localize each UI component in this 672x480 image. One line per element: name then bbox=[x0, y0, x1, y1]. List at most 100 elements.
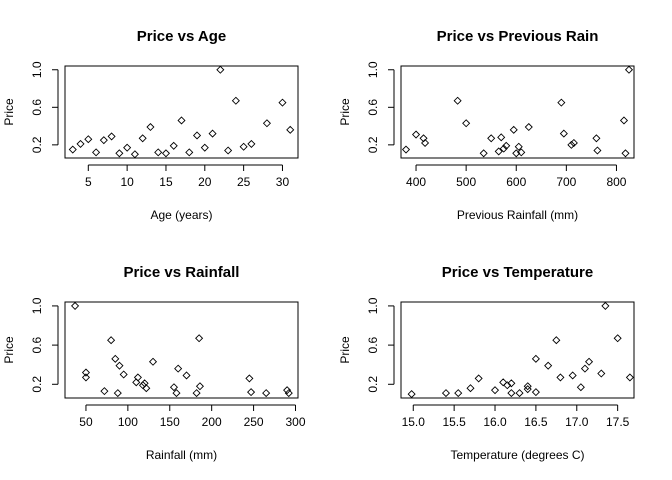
data-point bbox=[174, 364, 183, 373]
data-point bbox=[154, 148, 163, 157]
data-point bbox=[619, 116, 629, 125]
x-tick-label: 16.5 bbox=[524, 415, 548, 429]
data-point bbox=[71, 301, 80, 310]
x-axis-label: Previous Rainfall (mm) bbox=[457, 208, 578, 222]
x-tick-label: 17.0 bbox=[565, 415, 589, 429]
data-point bbox=[613, 334, 622, 343]
data-point bbox=[231, 96, 240, 105]
data-point bbox=[441, 389, 451, 398]
data-point bbox=[544, 361, 553, 370]
data-point bbox=[107, 132, 116, 141]
y-tick-label: 0.6 bbox=[366, 99, 380, 116]
data-point bbox=[462, 119, 471, 128]
data-point bbox=[262, 119, 271, 128]
data-point bbox=[200, 143, 209, 152]
y-tick-label: 0.6 bbox=[30, 99, 44, 116]
data-point bbox=[524, 122, 533, 132]
data-point bbox=[146, 122, 155, 132]
data-point bbox=[245, 374, 254, 383]
data-point bbox=[224, 146, 233, 155]
chart-title: Price vs Previous Rain bbox=[437, 28, 599, 45]
data-point bbox=[76, 139, 85, 148]
data-point bbox=[119, 370, 128, 379]
data-point bbox=[115, 149, 124, 158]
y-axis-label: Price bbox=[2, 336, 16, 364]
data-point bbox=[503, 381, 512, 390]
data-point bbox=[169, 141, 178, 150]
x-tick-label: 15 bbox=[159, 175, 173, 189]
data-point bbox=[490, 386, 500, 395]
x-tick-label: 15.5 bbox=[442, 415, 466, 429]
chart-title: Price vs Rainfall bbox=[124, 264, 240, 281]
x-tick-label: 600 bbox=[506, 175, 526, 189]
plot-frame bbox=[400, 301, 635, 399]
data-point bbox=[466, 384, 475, 393]
data-point bbox=[624, 65, 634, 74]
data-point bbox=[92, 148, 101, 157]
plot-frame bbox=[64, 65, 299, 159]
data-point bbox=[247, 388, 256, 397]
data-point bbox=[262, 389, 271, 398]
data-point bbox=[195, 382, 204, 391]
data-point bbox=[509, 125, 518, 134]
y-tick-label: 1.0 bbox=[366, 297, 380, 314]
data-point bbox=[130, 150, 139, 159]
data-point bbox=[494, 147, 503, 156]
data-point bbox=[569, 138, 578, 148]
data-point bbox=[507, 379, 516, 388]
data-point bbox=[169, 383, 178, 392]
x-tick-label: 400 bbox=[406, 175, 426, 189]
data-point bbox=[84, 135, 93, 144]
data-point bbox=[576, 383, 585, 392]
data-point bbox=[593, 146, 602, 155]
data-point bbox=[401, 145, 411, 154]
x-axis-label: Age (years) bbox=[150, 208, 212, 222]
x-tick-label: 20 bbox=[198, 175, 212, 189]
x-tick-label: 800 bbox=[606, 175, 626, 189]
data-point bbox=[584, 357, 594, 366]
data-point bbox=[597, 369, 606, 378]
data-point bbox=[523, 385, 532, 394]
data-point bbox=[474, 374, 483, 383]
data-point bbox=[557, 98, 566, 107]
data-point bbox=[552, 336, 561, 345]
data-point bbox=[115, 361, 124, 370]
y-tick-label: 0.2 bbox=[30, 376, 44, 393]
data-point bbox=[559, 129, 568, 138]
data-point bbox=[284, 389, 293, 398]
data-point bbox=[216, 65, 225, 74]
x-axis-label: Rainfall (mm) bbox=[146, 448, 217, 462]
data-point bbox=[185, 148, 194, 157]
data-point bbox=[556, 373, 565, 382]
data-point bbox=[111, 354, 120, 363]
data-point bbox=[523, 382, 532, 391]
data-point bbox=[239, 142, 248, 151]
data-point bbox=[283, 386, 292, 395]
data-point bbox=[182, 371, 191, 380]
data-points bbox=[71, 301, 293, 398]
data-point bbox=[497, 133, 506, 142]
data-point bbox=[479, 149, 488, 158]
x-tick-label: 700 bbox=[556, 175, 576, 189]
data-point bbox=[133, 373, 142, 382]
data-point bbox=[107, 336, 116, 345]
data-point bbox=[421, 138, 430, 148]
y-tick-label: 0.6 bbox=[30, 336, 44, 353]
y-tick-label: 0.6 bbox=[366, 336, 380, 353]
data-point bbox=[568, 371, 577, 380]
data-point bbox=[195, 334, 204, 343]
data-point bbox=[99, 136, 108, 145]
x-tick-label: 10 bbox=[120, 175, 134, 189]
data-point bbox=[411, 130, 421, 139]
x-tick-label: 300 bbox=[285, 415, 305, 429]
data-point bbox=[531, 388, 540, 397]
data-point bbox=[123, 143, 132, 152]
data-point bbox=[192, 131, 202, 140]
y-tick-label: 0.2 bbox=[366, 136, 380, 153]
x-tick-label: 30 bbox=[276, 175, 290, 189]
data-point bbox=[172, 389, 181, 398]
x-tick-label: 17.5 bbox=[606, 415, 630, 429]
chart-1-price-vs-age: Price vs Age 5 10 15 20 25 30 0.2 0.6 1.0 Age (yea… bbox=[2, 28, 299, 222]
data-points bbox=[68, 65, 295, 159]
